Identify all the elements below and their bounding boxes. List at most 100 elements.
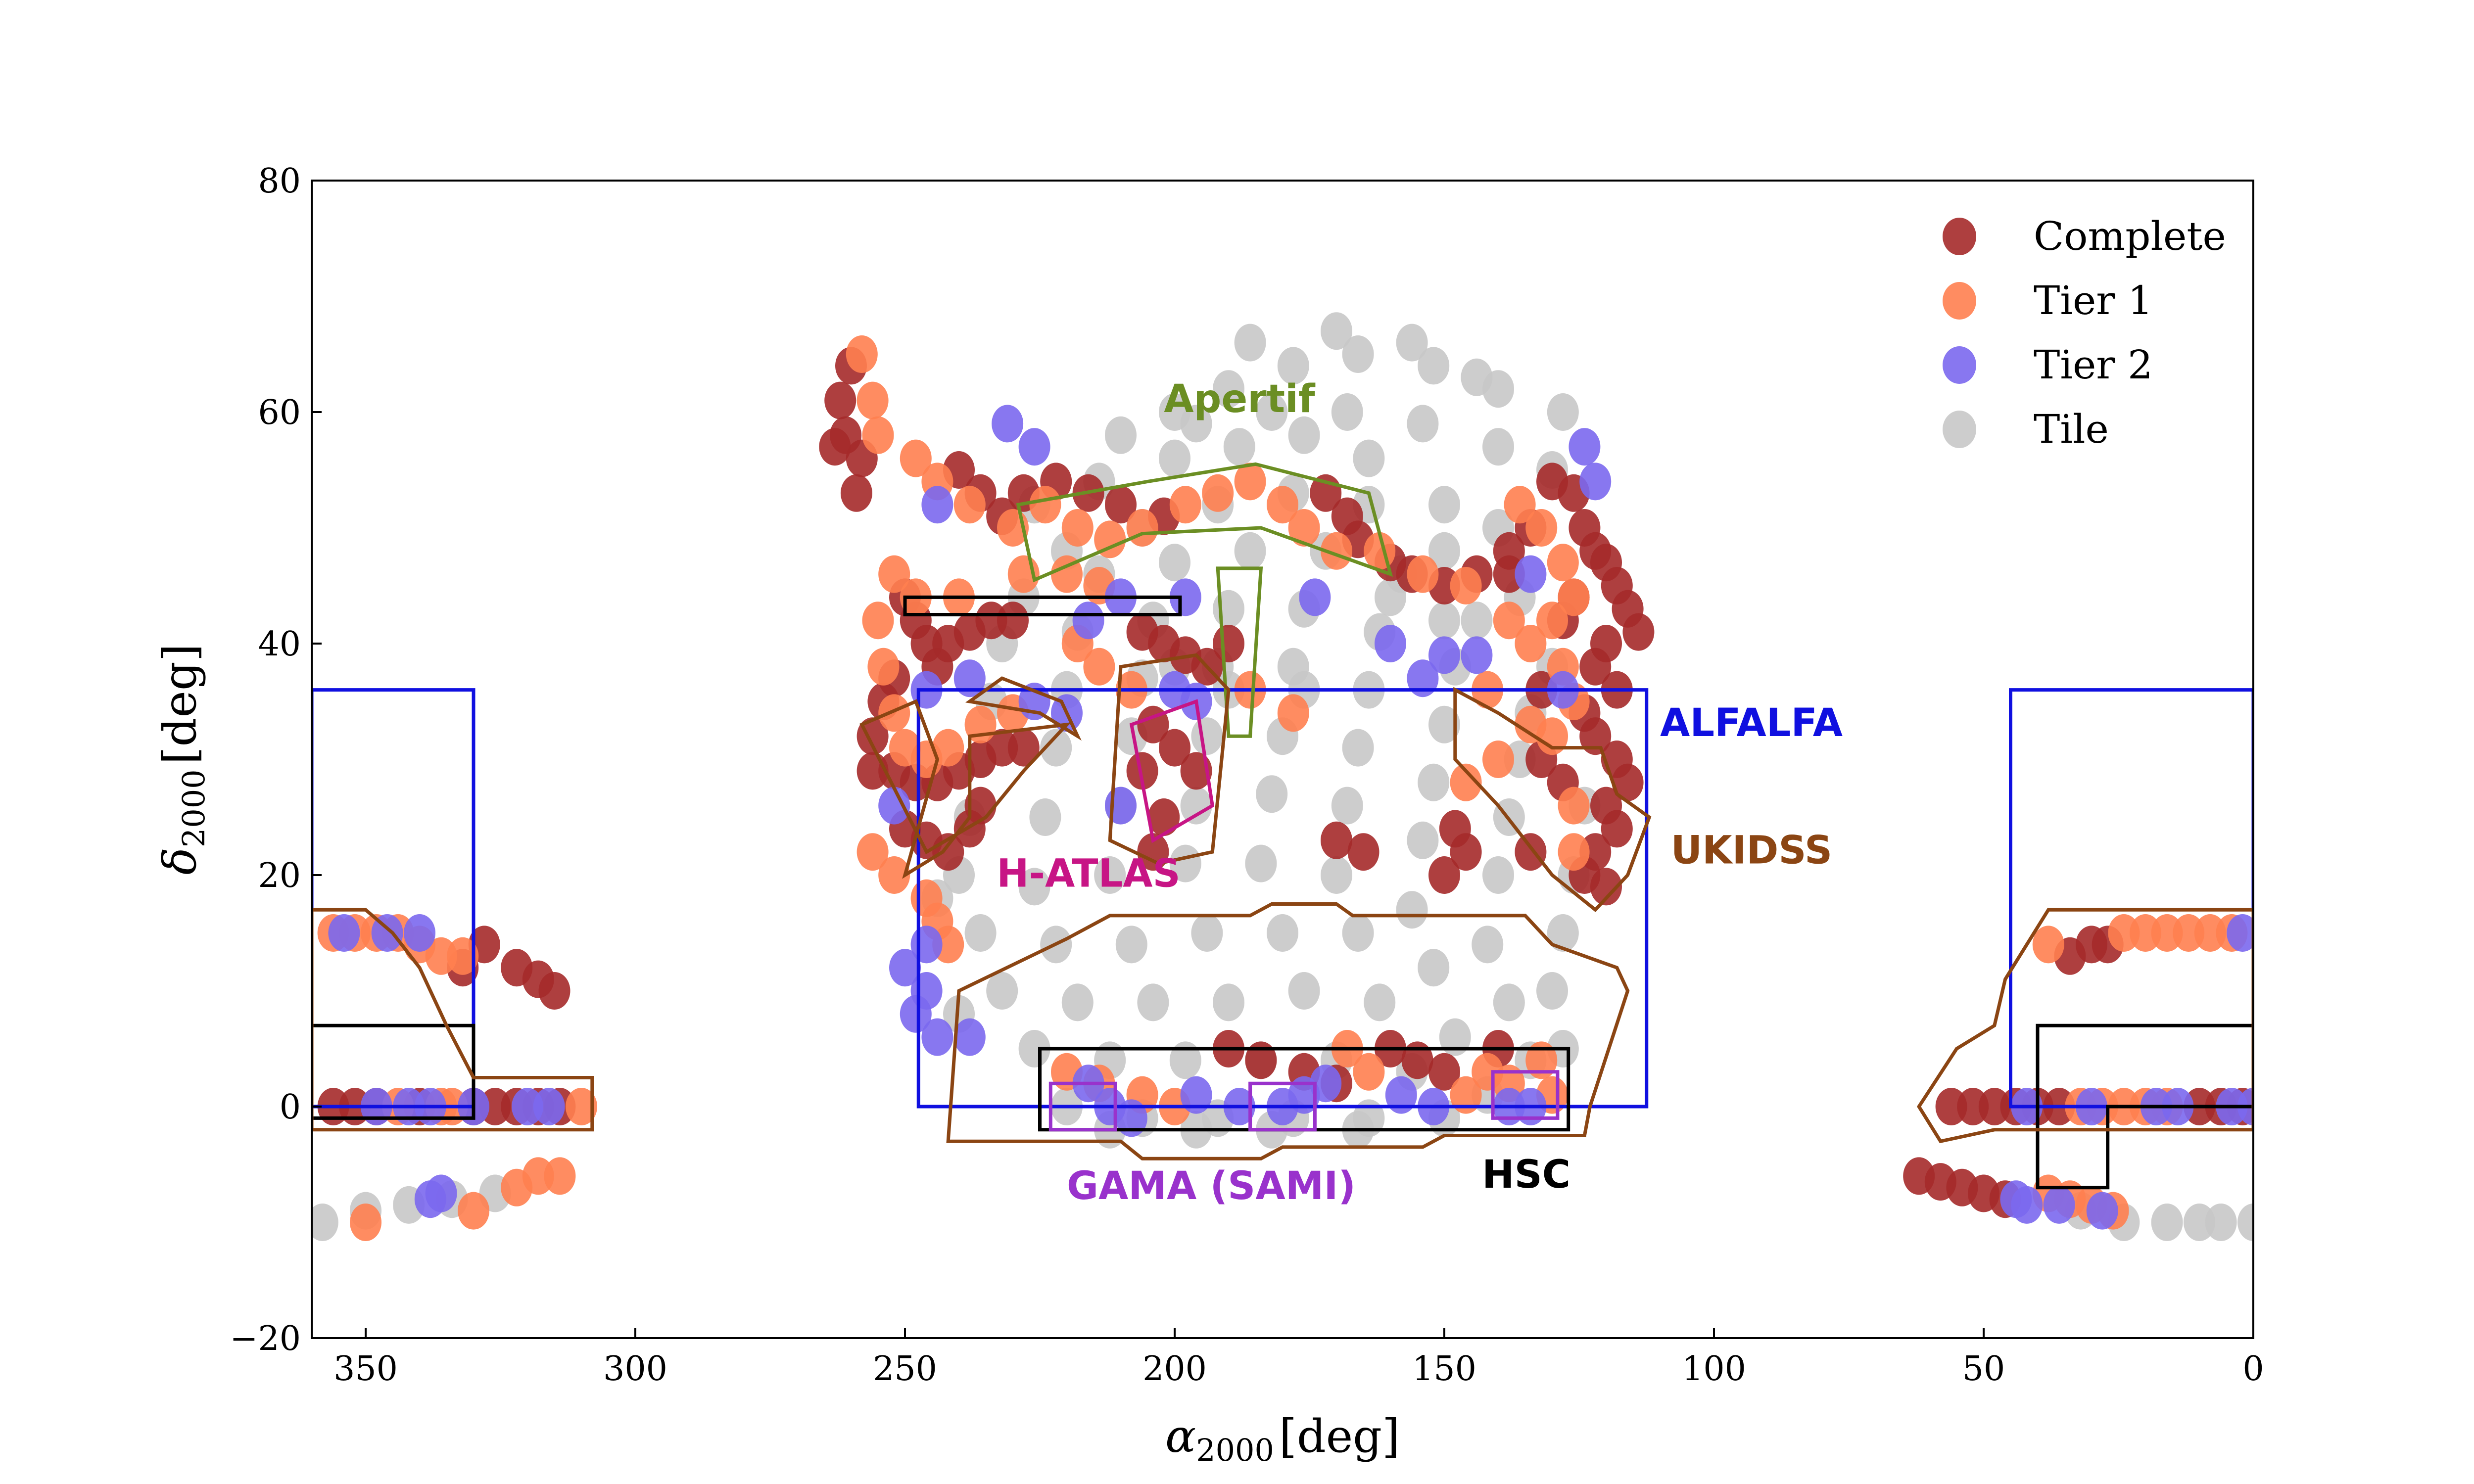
legend-item: Tier 2 [1943, 342, 2153, 388]
region-ukidss [312, 908, 594, 1132]
legend: Complete Tier 1 Tier 2 Tile [1943, 213, 2226, 452]
region-ukidss [946, 902, 1630, 1160]
data-point [1288, 972, 1320, 1010]
data-point [1558, 578, 1590, 616]
region-apertif [1016, 462, 1393, 583]
data-point [404, 914, 435, 952]
data-point [1299, 578, 1331, 616]
data-point [1579, 648, 1612, 686]
data-point [1347, 833, 1380, 871]
region-h-atlas [1129, 699, 1215, 843]
survey-regions-layer [312, 462, 2253, 1190]
x-tick-label: 250 [873, 1349, 937, 1389]
data-point [1094, 856, 1126, 894]
data-point [889, 949, 921, 987]
region-alfalfa [2009, 688, 2253, 1109]
data-point [1061, 983, 1094, 1021]
data-point [1029, 798, 1061, 836]
data-point [350, 1204, 381, 1241]
data-point [1536, 602, 1568, 640]
x-tick-label: 150 [1412, 1349, 1476, 1389]
data-point [1396, 891, 1428, 929]
region-gama-sami [1248, 1081, 1317, 1132]
data-point [900, 995, 932, 1033]
label-gama-sami: GAMA (SAMI) [1067, 1164, 1356, 1208]
data-point [1094, 520, 1126, 558]
data-point [986, 972, 1018, 1010]
data-point [1622, 613, 1655, 651]
region-ukidss [1917, 908, 2253, 1144]
data-point [1234, 324, 1266, 362]
y-tick-label: 0 [280, 1088, 301, 1127]
data-point [1321, 821, 1352, 859]
x-tick-label: 350 [333, 1349, 398, 1389]
y-tick-label: 40 [258, 625, 301, 664]
data-point [840, 474, 872, 512]
data-point [1450, 833, 1482, 871]
data-point [2151, 1204, 2183, 1241]
x-tick-label: 300 [603, 1349, 667, 1389]
data-point [997, 602, 1029, 640]
legend-item: Tier 1 [1943, 278, 2153, 324]
data-point [1461, 358, 1493, 396]
data-point [1169, 1041, 1201, 1079]
data-point [1536, 972, 1568, 1010]
data-point [1515, 833, 1547, 871]
data-point [1407, 821, 1439, 859]
data-point [2227, 914, 2253, 952]
legend-label: Complete [2034, 213, 2226, 259]
data-point [1482, 856, 1514, 894]
data-point [878, 694, 910, 732]
data-point [1180, 787, 1212, 825]
region-ukidss [859, 699, 1072, 879]
data-points-layer [312, 312, 2253, 1241]
data-point [900, 439, 932, 477]
data-point [1364, 983, 1396, 1021]
data-point [1169, 844, 1201, 882]
data-point [1401, 1041, 1433, 1079]
data-point [1482, 741, 1514, 778]
data-point [1612, 763, 1644, 801]
data-point [2011, 1186, 2043, 1224]
data-point [2032, 926, 2064, 964]
data-point [1234, 463, 1266, 501]
data-point [1245, 1041, 1277, 1079]
data-point [921, 1018, 953, 1056]
data-point [1547, 393, 1579, 431]
data-point [1267, 486, 1298, 524]
data-point [1277, 694, 1309, 732]
data-point [819, 428, 851, 466]
data-point [1256, 393, 1288, 431]
data-point [1428, 856, 1460, 894]
data-point [1601, 810, 1633, 848]
data-point [1213, 370, 1244, 408]
data-point [867, 648, 900, 686]
data-point [1504, 486, 1536, 524]
data-point [1439, 1018, 1471, 1056]
axis-ticks: 350 300 250 200 150 100 50 0 −20 0 20 40 60 80 [230, 162, 2264, 1389]
x-tick-label: 50 [1962, 1349, 2005, 1389]
data-point [447, 937, 479, 975]
data-point [1525, 1041, 1558, 1079]
y-axis-label: δ2000[deg] [153, 644, 212, 875]
data-point [1331, 393, 1363, 431]
data-point [1288, 416, 1320, 454]
data-point [1159, 729, 1190, 767]
data-point [1126, 509, 1158, 547]
data-point [1018, 428, 1050, 466]
data-point [1558, 787, 1590, 825]
data-point [1126, 752, 1158, 790]
data-point [1105, 416, 1137, 454]
data-point [312, 1204, 338, 1241]
data-point [1202, 474, 1234, 512]
region-gama-sami [1491, 1070, 1560, 1120]
data-point [953, 659, 986, 697]
y-tick-label: −20 [230, 1319, 301, 1358]
data-point [501, 949, 533, 987]
data-point [1428, 602, 1460, 640]
legend-marker [1943, 218, 1976, 255]
data-point [1256, 775, 1288, 813]
x-tick-label: 200 [1142, 1349, 1207, 1389]
data-point [1450, 567, 1482, 604]
